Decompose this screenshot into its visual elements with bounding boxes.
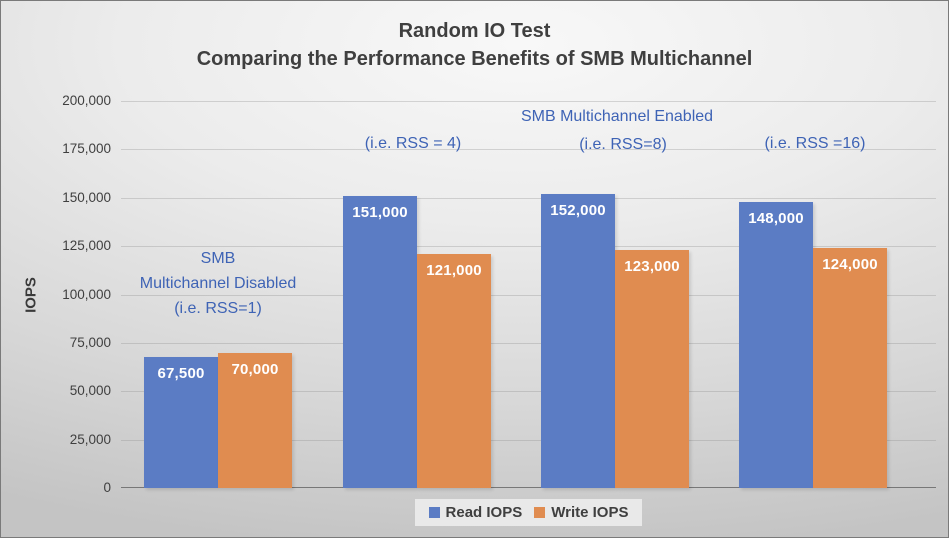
- gridline: [121, 149, 936, 150]
- annotation-line: (i.e. RSS=1): [174, 300, 262, 317]
- x-axis-line: [121, 487, 936, 488]
- bar-value-label: 121,000: [426, 262, 482, 279]
- annotation-text: (i.e. RSS=8): [579, 132, 667, 157]
- y-tick-label: 25,000: [69, 432, 111, 447]
- y-tick-label: 100,000: [62, 287, 111, 302]
- y-tick-label: 75,000: [69, 335, 111, 350]
- bar-value-label: 124,000: [822, 256, 878, 273]
- gridline: [121, 198, 936, 199]
- legend-label-read-iops: Read IOPS: [445, 504, 523, 521]
- gridline: [121, 295, 936, 296]
- legend-label-write-iops: Write IOPS: [551, 504, 629, 521]
- chart-title-line2: Comparing the Performance Benefits of SM…: [196, 48, 753, 70]
- annotation-text: (i.e. RSS = 4): [365, 131, 461, 156]
- annotation-line: (i.e. RSS =16): [764, 135, 866, 152]
- annotation-text: SMB Multichannel Enabled: [521, 104, 713, 129]
- annotation-line: Multichannel Disabled: [139, 275, 297, 292]
- read-iops-bar: 151,000: [343, 196, 417, 488]
- write-iops-bar: 70,000: [218, 353, 292, 488]
- bar-value-label: 148,000: [748, 210, 804, 227]
- chart-title-line1: Random IO Test: [398, 20, 551, 42]
- bar-value-label: 152,000: [550, 202, 606, 219]
- annotation-line: SMB: [200, 250, 236, 267]
- y-tick-label: 175,000: [62, 141, 111, 156]
- annotation-line: SMB Multichannel Enabled: [520, 108, 714, 125]
- read-iops-bar: 148,000: [739, 202, 813, 488]
- gridline: [121, 391, 936, 392]
- write-iops-swatch: [534, 507, 546, 518]
- write-iops-bar: 123,000: [615, 250, 689, 488]
- y-tick-label: 50,000: [69, 383, 111, 398]
- y-tick-label: 0: [103, 480, 111, 495]
- legend-item-write-iops: Write IOPS: [534, 504, 628, 521]
- annotation-line: (i.e. RSS=8): [579, 136, 667, 153]
- legend-box: Read IOPS Write IOPS: [414, 499, 643, 526]
- gridline: [121, 440, 936, 441]
- write-iops-bar: 121,000: [417, 254, 491, 488]
- write-iops-bar: 124,000: [813, 248, 887, 488]
- bar-value-label: 123,000: [624, 258, 680, 275]
- gridline: [121, 101, 936, 102]
- read-iops-bar: 67,500: [144, 357, 218, 488]
- legend-item-read-iops: Read IOPS: [428, 504, 523, 521]
- read-iops-swatch: [428, 507, 440, 518]
- y-tick-label: 150,000: [62, 190, 111, 205]
- gridline: [121, 246, 936, 247]
- annotation-text: (i.e. RSS =16): [765, 131, 866, 156]
- legend: Read IOPS Write IOPS: [121, 499, 936, 526]
- annotation-text: SMB Multichannel Disabled (i.e. RSS=1): [140, 246, 297, 321]
- y-tick-label: 200,000: [62, 93, 111, 108]
- bar-value-label: 151,000: [352, 204, 408, 221]
- bar-value-label: 67,500: [157, 365, 205, 382]
- chart-title: Random IO Test Comparing the Performance…: [1, 17, 948, 73]
- annotation-line: (i.e. RSS = 4): [364, 135, 462, 152]
- y-tick-label: 125,000: [62, 238, 111, 253]
- read-iops-bar: 152,000: [541, 194, 615, 488]
- plot-area: 0 25,000 50,000 75,000 100,000 125,000 150,000…: [62, 93, 936, 495]
- gridline: [121, 343, 936, 344]
- bar-value-label: 70,000: [231, 361, 279, 378]
